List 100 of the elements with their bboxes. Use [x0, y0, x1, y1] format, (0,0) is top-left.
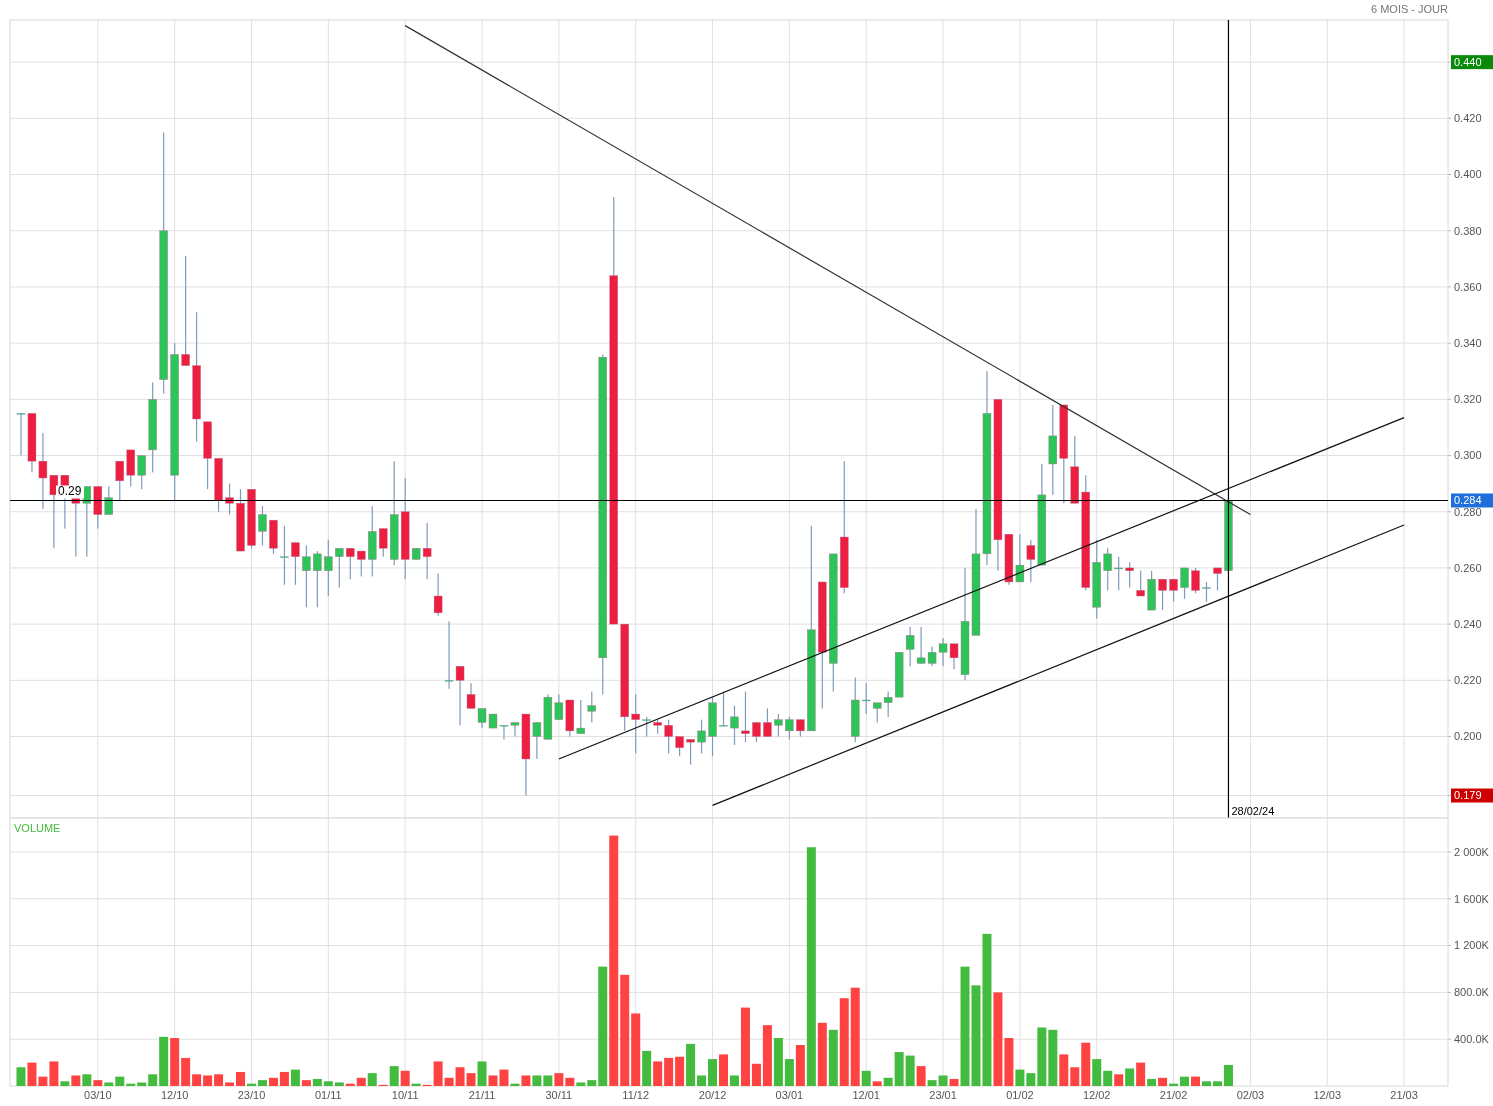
bar	[1191, 1076, 1201, 1086]
x-tick-label: 01/02	[1006, 1089, 1034, 1101]
bar	[279, 1071, 289, 1086]
bar	[817, 1022, 827, 1086]
bar	[38, 1076, 48, 1086]
x-tick-label: 30/11	[545, 1089, 573, 1101]
x-tick-label: 10/11	[391, 1089, 419, 1101]
bar	[257, 1080, 267, 1086]
bar	[784, 1059, 794, 1086]
y-tick-label: 0.380	[1454, 224, 1482, 237]
x-tick-label: 21/11	[468, 1089, 496, 1101]
x-tick-label: 12/03	[1313, 1089, 1342, 1101]
y-tick-label: 2 000K	[1454, 845, 1490, 858]
y-tick-label: 0.340	[1454, 336, 1482, 349]
y-tick-label: 0.200	[1454, 730, 1482, 743]
bar	[751, 1063, 761, 1086]
y-tick-label: 0.260	[1454, 561, 1482, 574]
bar	[938, 1075, 948, 1086]
bar	[686, 1043, 696, 1086]
x-tick-label: 21/03	[1390, 1089, 1418, 1101]
bar	[1015, 1069, 1025, 1086]
bar	[444, 1077, 454, 1086]
bar	[894, 1052, 904, 1086]
y-tick-label: 0.400	[1454, 168, 1482, 181]
bar	[236, 1071, 246, 1086]
y-tick-label: 0.220	[1454, 674, 1482, 687]
bar	[719, 1054, 729, 1086]
x-tick-label: 01/11	[314, 1089, 342, 1101]
bar	[1125, 1068, 1135, 1086]
bar	[466, 1073, 476, 1086]
x-tick-label: 12/02	[1082, 1089, 1111, 1101]
bar	[1180, 1076, 1190, 1086]
bar	[49, 1061, 59, 1086]
bar	[664, 1057, 674, 1086]
bar	[697, 1075, 707, 1086]
y-tick-label: 1 200K	[1454, 939, 1490, 952]
bar	[1103, 1070, 1113, 1086]
bar	[806, 847, 816, 1086]
bar	[214, 1074, 224, 1086]
bar	[301, 1080, 311, 1086]
bar	[16, 1067, 26, 1086]
y-tick-label: 1 600K	[1454, 892, 1490, 905]
bar	[993, 992, 1003, 1086]
y-tick-label: 0.280	[1454, 505, 1482, 518]
bar	[115, 1076, 125, 1086]
bar	[631, 1013, 641, 1086]
bar	[1223, 1064, 1233, 1086]
bar	[872, 1081, 882, 1086]
bar	[170, 1038, 180, 1086]
bar	[916, 1066, 926, 1086]
bar	[268, 1077, 278, 1086]
bar	[93, 1080, 103, 1086]
bar	[71, 1075, 81, 1086]
bar	[477, 1061, 487, 1086]
bar	[334, 1082, 344, 1086]
bar	[1037, 1027, 1047, 1086]
chart-subtitle: 6 MOIS - JOUR	[1370, 3, 1449, 15]
bar	[609, 835, 619, 1086]
ref-line-label: 28/02/24	[1231, 805, 1275, 817]
bar	[104, 1082, 114, 1086]
bar	[927, 1080, 937, 1086]
annotation: 0.29	[58, 484, 82, 499]
y-tick-label: 0.360	[1454, 280, 1482, 293]
bar	[795, 1045, 805, 1086]
bar	[708, 1059, 718, 1086]
y-tick-label: 800.0K	[1454, 986, 1490, 999]
bar	[653, 1061, 663, 1086]
x-tick-label: 12/10	[160, 1089, 189, 1101]
x-tick-label: 20/12	[698, 1089, 727, 1101]
x-tick-label: 12/01	[852, 1089, 880, 1101]
bar	[521, 1075, 531, 1086]
x-tick-label: 11/12	[622, 1089, 650, 1101]
bar	[675, 1056, 685, 1086]
bar	[400, 1070, 410, 1086]
bar	[576, 1082, 586, 1086]
bar	[356, 1077, 366, 1086]
bar	[773, 1038, 783, 1086]
candlestick	[444, 621, 454, 689]
y-tick-label: 0.179	[1454, 789, 1482, 802]
y-tick-label: 0.320	[1454, 393, 1482, 406]
bar	[1070, 1067, 1080, 1086]
bar	[82, 1074, 92, 1086]
bar	[137, 1082, 147, 1086]
y-tick-label: 0.300	[1454, 449, 1482, 462]
bar	[762, 1025, 772, 1086]
x-tick-label: 03/10	[84, 1089, 112, 1101]
bar	[1212, 1081, 1222, 1086]
chart-title: VOLUME	[14, 822, 61, 834]
bar	[1026, 1073, 1036, 1086]
bar	[389, 1066, 399, 1086]
bar	[949, 1078, 959, 1086]
bar	[850, 987, 860, 1086]
bar	[740, 1007, 750, 1086]
bar	[839, 998, 849, 1086]
bar	[27, 1062, 37, 1086]
bar	[323, 1081, 333, 1086]
bar	[290, 1069, 300, 1086]
bar	[642, 1050, 652, 1086]
bar	[1147, 1078, 1157, 1086]
bar	[312, 1078, 322, 1086]
